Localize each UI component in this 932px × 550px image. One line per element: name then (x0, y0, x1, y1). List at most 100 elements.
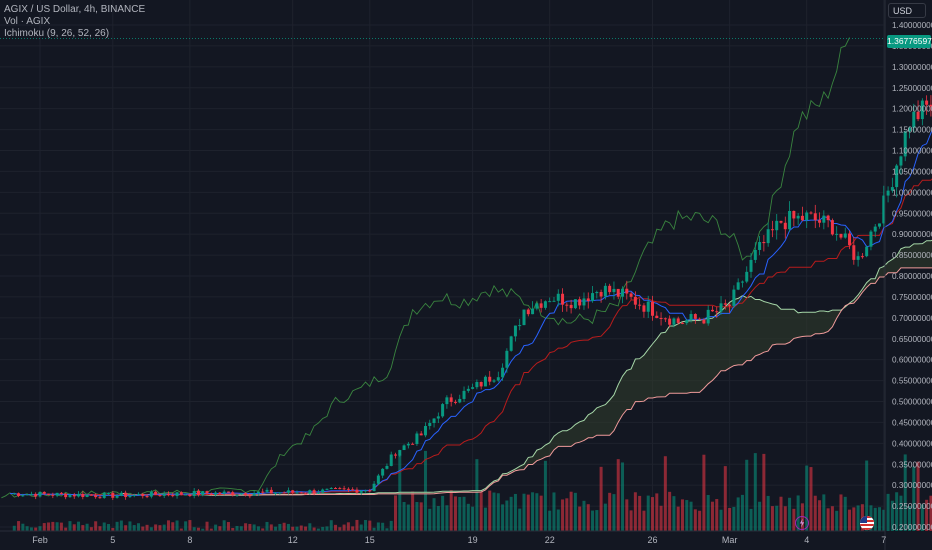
time-tick-label: 4 (804, 535, 809, 545)
us-flag-icon[interactable] (860, 516, 874, 530)
candle-body (492, 380, 496, 382)
time-axis[interactable]: Feb581215192226Mar4711 (32, 535, 932, 545)
volume-bar (740, 494, 744, 531)
volume-bar (137, 523, 140, 531)
price-tick-label: 0.90000000 (892, 230, 932, 239)
volume-bar (428, 508, 432, 531)
volume-bar (346, 522, 350, 531)
candle-body (672, 318, 676, 325)
candle-body (68, 494, 72, 498)
candle-body (428, 422, 432, 427)
candle-body (132, 494, 136, 496)
candle-body (685, 320, 689, 324)
candle-body (723, 303, 727, 305)
volume-bar (599, 466, 603, 531)
candle-body (548, 301, 552, 303)
time-tick-label: 22 (545, 535, 555, 545)
candle-body (415, 433, 419, 445)
candle-body (860, 256, 864, 258)
candle-body (788, 210, 792, 230)
candle-body (295, 492, 299, 494)
price-tick-label: 0.70000000 (892, 314, 932, 323)
candle-body (633, 296, 637, 305)
volume-bar (668, 491, 672, 531)
volume-bar (59, 522, 63, 531)
volume-bar (231, 527, 235, 531)
candle-body (12, 493, 16, 495)
candle-body (920, 100, 924, 120)
price-tick-label: 0.25000000 (892, 502, 932, 511)
time-tick-label: 15 (365, 535, 375, 545)
ichimoku-indicator-label[interactable]: Ichimoku (9, 26, 52, 26) (4, 28, 110, 39)
volume-indicator-label[interactable]: Vol · AGIX (4, 16, 51, 27)
candle-body (698, 318, 702, 320)
candle-body (651, 301, 654, 316)
currency-selector[interactable]: USD (888, 3, 926, 18)
volume-bar (119, 520, 123, 531)
volume-bar (192, 527, 196, 531)
price-tick-label: 1.40000000 (892, 21, 932, 30)
candle-body (856, 256, 860, 260)
candle-body (775, 220, 779, 231)
candle-body (693, 314, 697, 319)
candle-body (800, 215, 804, 221)
candle-body (873, 226, 877, 232)
price-tick-label: 0.95000000 (892, 209, 932, 218)
volume-bar (209, 528, 213, 531)
volume-bar (586, 504, 590, 531)
candle-body (603, 285, 607, 297)
candle-body (809, 212, 813, 214)
price-tick-label: 1.00000000 (892, 188, 932, 197)
last-price-label: 1.36776597 (887, 35, 932, 48)
time-tick-label: 7 (881, 535, 886, 545)
volume-bar (912, 466, 916, 531)
candle-body (753, 249, 757, 260)
volume-bar (655, 493, 659, 531)
time-tick-label: 5 (110, 535, 115, 545)
candle-body (278, 492, 282, 494)
volume-bar (663, 456, 667, 531)
volume-bar (149, 527, 153, 531)
candle-body (359, 490, 363, 493)
volume-bar (364, 520, 368, 531)
volume-bar (676, 506, 680, 531)
volume-bar (908, 506, 911, 531)
price-tick-label: 0.85000000 (892, 251, 932, 260)
price-tick-label: 0.60000000 (892, 356, 932, 365)
candle-body (107, 492, 111, 494)
volume-bar (145, 524, 149, 531)
candle-body (222, 491, 226, 494)
lightning-icon[interactable] (795, 516, 809, 530)
volume-bar (929, 495, 932, 531)
volume-bar (351, 526, 355, 531)
candle-body (878, 223, 882, 227)
candle-body (411, 443, 415, 445)
volume-bar (830, 506, 834, 531)
candle-body (612, 288, 616, 293)
candle-body (47, 493, 51, 495)
volume-bar (770, 506, 774, 531)
volume-bar (445, 505, 449, 531)
volume-bar (633, 492, 637, 531)
volume-bar (21, 523, 25, 531)
volume-bar (239, 526, 243, 531)
candle-body (406, 443, 410, 446)
candle-body (325, 488, 329, 490)
volume-bar (702, 454, 706, 531)
candle-body (398, 450, 402, 456)
candle-body (149, 491, 153, 497)
candle-body (903, 131, 907, 157)
candle-body (115, 495, 119, 498)
volume-bar (316, 528, 320, 531)
price-tick-label: 0.65000000 (892, 335, 932, 344)
candle-body (209, 493, 213, 495)
chart-legend: AGIX / US Dollar, 4h, BINANCE Vol · AGIX… (4, 4, 145, 40)
symbol-title[interactable]: AGIX / US Dollar, 4h, BINANCE (4, 4, 146, 15)
candle-body (526, 309, 530, 315)
volume-bar (25, 526, 29, 531)
volume-bar (449, 490, 453, 531)
candle-body (586, 298, 590, 301)
candle-body (483, 376, 487, 387)
candle-body (299, 492, 303, 494)
